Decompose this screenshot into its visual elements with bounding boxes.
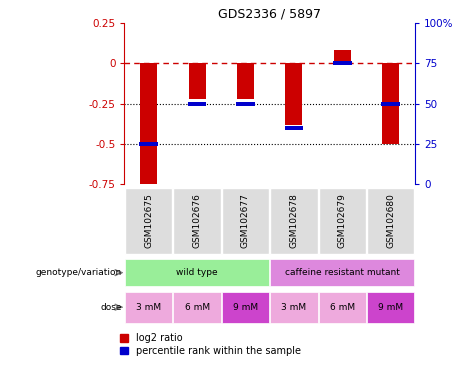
Bar [125, 259, 269, 286]
Text: GSM102680: GSM102680 [386, 194, 395, 248]
Bar [285, 63, 302, 125]
Text: GSM102675: GSM102675 [144, 194, 153, 248]
Bar [334, 50, 351, 63]
Bar [125, 188, 172, 254]
Text: dose: dose [100, 303, 122, 312]
Text: wild type: wild type [176, 268, 218, 277]
Text: 9 mM: 9 mM [378, 303, 403, 312]
Bar [319, 292, 366, 323]
Bar [139, 142, 158, 146]
Bar [319, 188, 366, 254]
Bar [237, 63, 254, 99]
Bar [173, 292, 221, 323]
Text: GSM102679: GSM102679 [338, 194, 347, 248]
Bar [188, 102, 207, 106]
Bar [270, 188, 318, 254]
Bar [140, 63, 157, 184]
Bar [173, 188, 221, 254]
Bar [284, 126, 303, 130]
Bar [222, 188, 269, 254]
Legend: log2 ratio, percentile rank within the sample: log2 ratio, percentile rank within the s… [120, 333, 301, 356]
Bar [367, 188, 414, 254]
Bar [367, 292, 414, 323]
Text: GSM102676: GSM102676 [193, 194, 201, 248]
Text: GSM102678: GSM102678 [290, 194, 298, 248]
Bar [236, 102, 255, 106]
Bar [222, 292, 269, 323]
Text: 6 mM: 6 mM [330, 303, 355, 312]
Title: GDS2336 / 5897: GDS2336 / 5897 [218, 7, 321, 20]
Bar [382, 63, 399, 144]
Text: 9 mM: 9 mM [233, 303, 258, 312]
Text: GSM102677: GSM102677 [241, 194, 250, 248]
Bar [270, 292, 318, 323]
Text: 3 mM: 3 mM [136, 303, 161, 312]
Bar [333, 61, 352, 65]
Bar [125, 292, 172, 323]
Bar [270, 259, 414, 286]
Text: 3 mM: 3 mM [281, 303, 307, 312]
Bar [381, 102, 400, 106]
Text: caffeine resistant mutant: caffeine resistant mutant [285, 268, 400, 277]
Text: 6 mM: 6 mM [184, 303, 210, 312]
Bar [189, 63, 206, 99]
Text: genotype/variation: genotype/variation [36, 268, 122, 277]
